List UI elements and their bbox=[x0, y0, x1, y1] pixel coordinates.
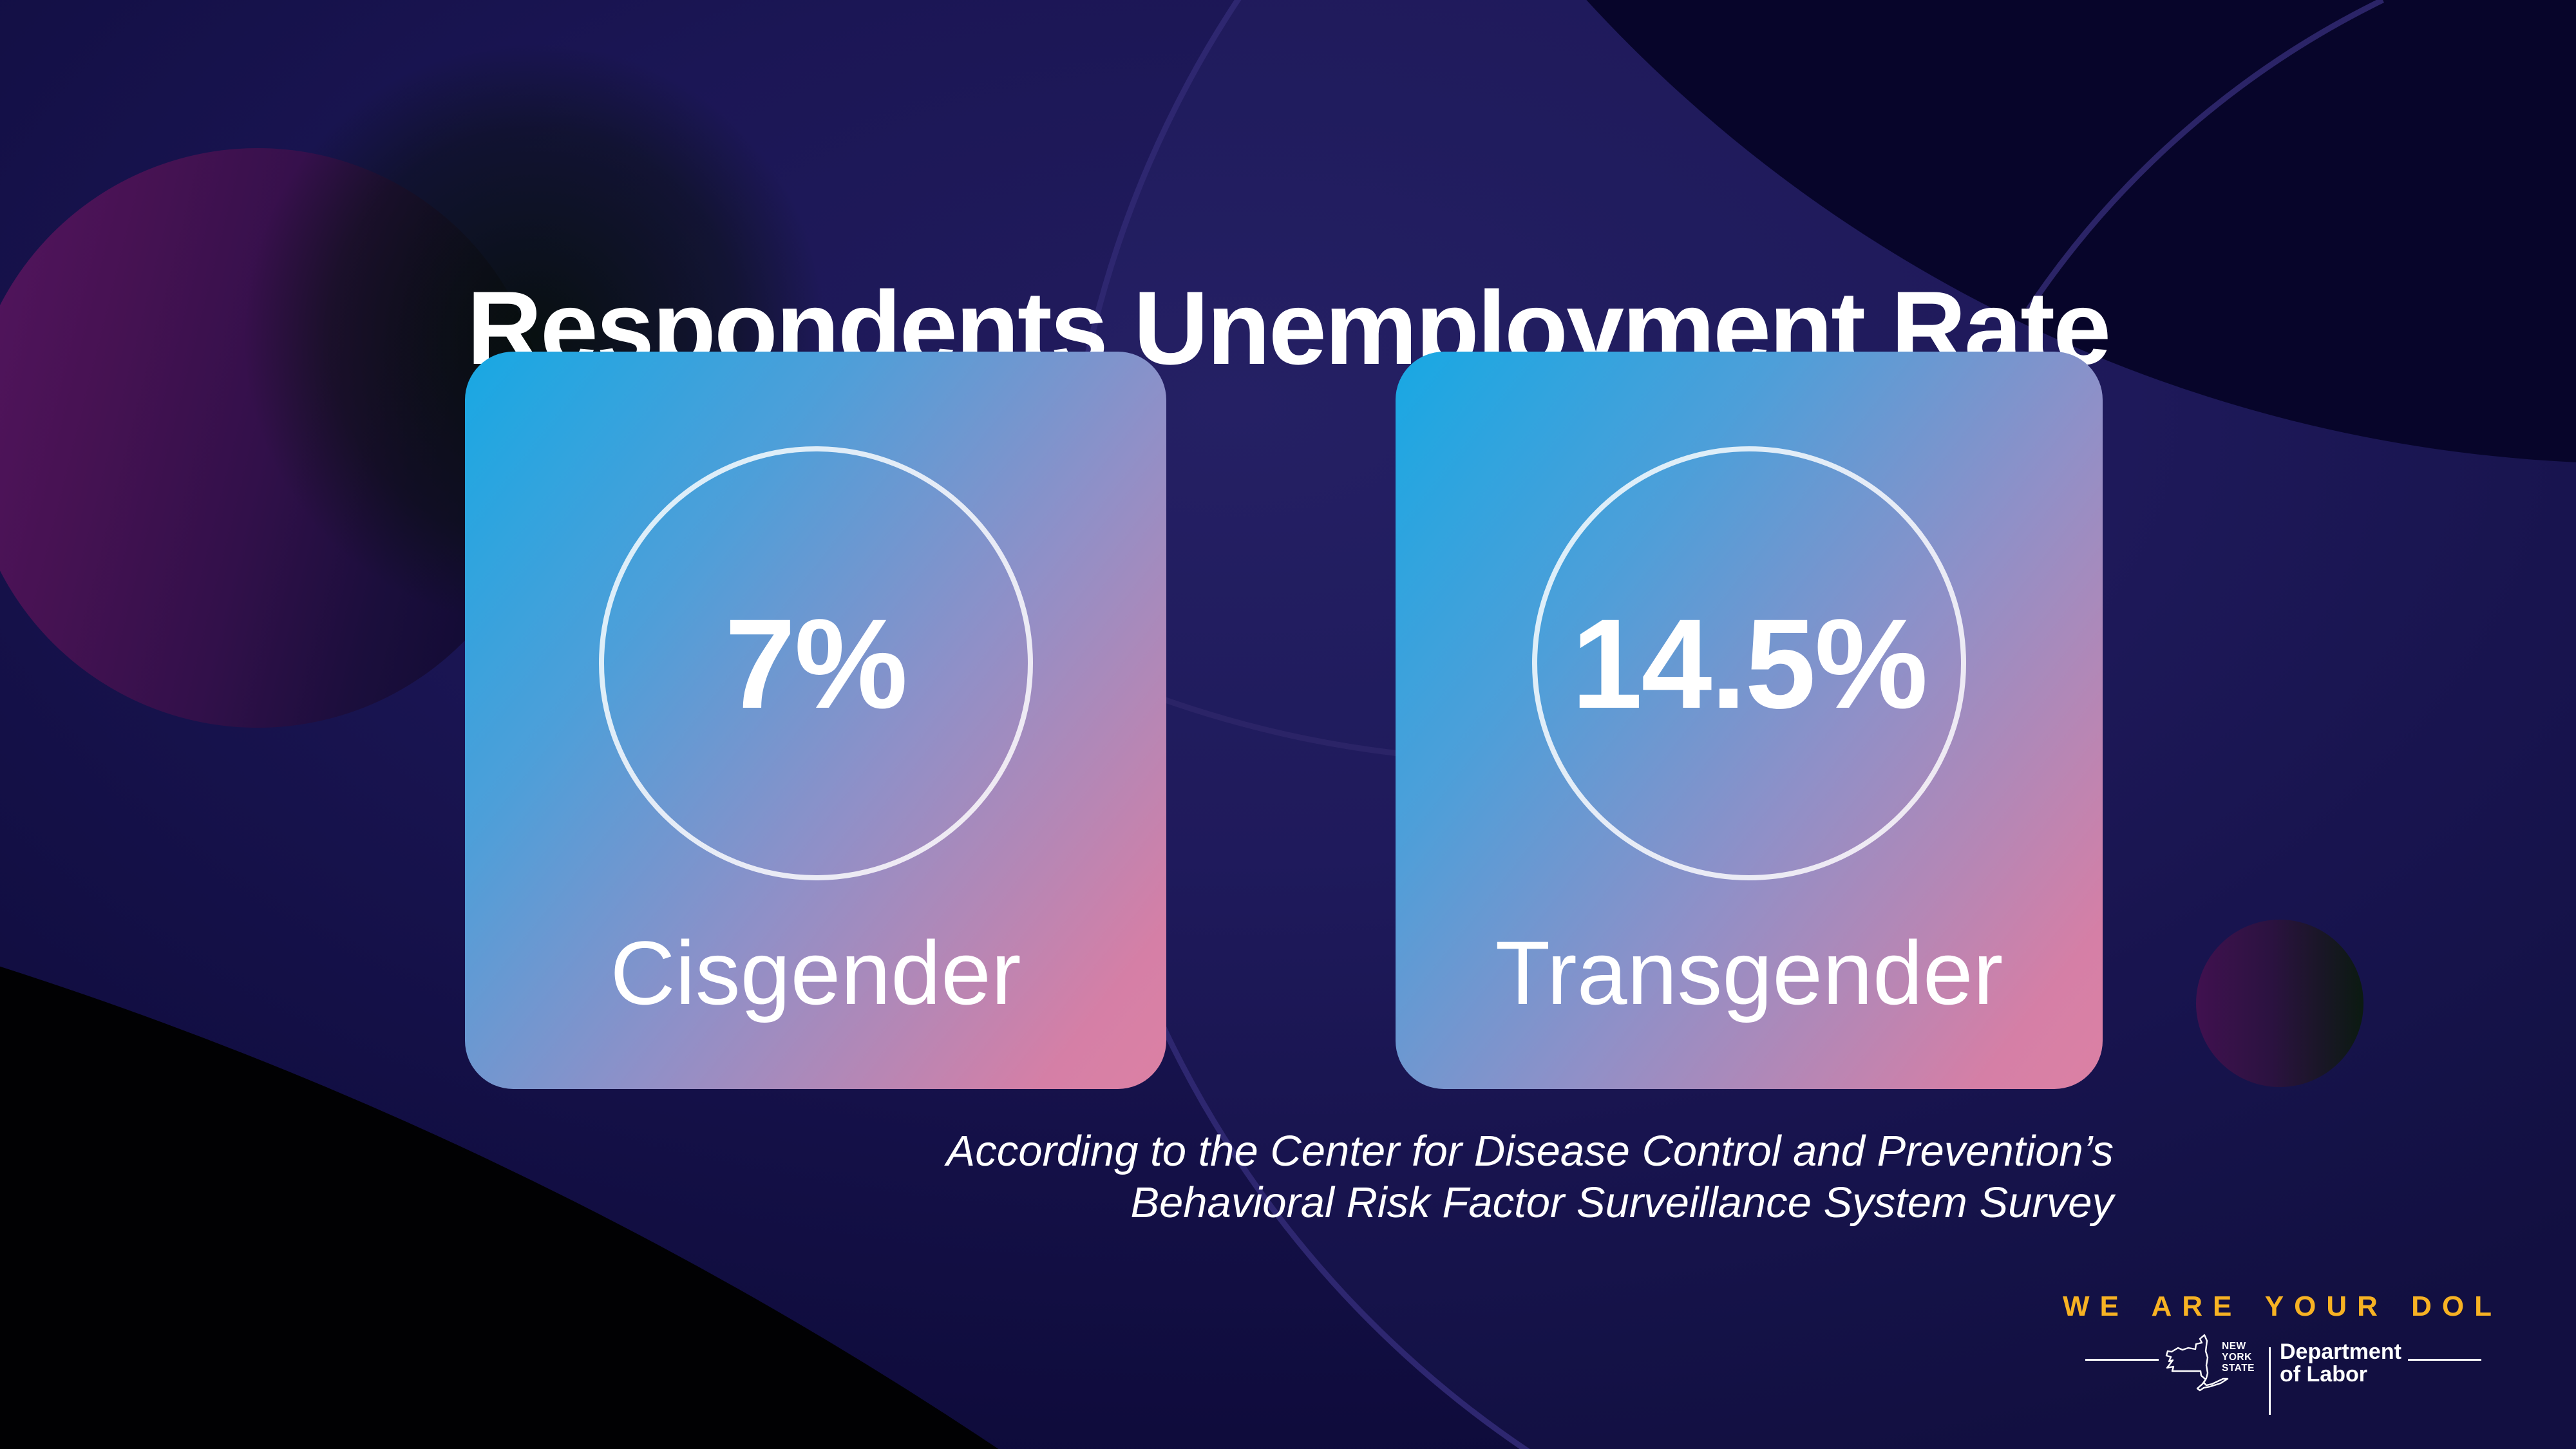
department-name-line2: of Labor bbox=[2280, 1362, 2367, 1387]
stat-value-transgender: 14.5% bbox=[1571, 592, 1927, 735]
decor-arc-top-right bbox=[2026, 0, 2384, 311]
nys-wordmark: NEW YORK STATE bbox=[2222, 1341, 2255, 1374]
footer-tagline: WE ARE YOUR DOL bbox=[2063, 1291, 2503, 1322]
decor-arc-between-cards bbox=[1151, 692, 1411, 758]
decor-small-orb bbox=[2196, 920, 2363, 1087]
department-name: Department of Labor bbox=[2280, 1341, 2401, 1386]
stat-circle-outline: 14.5% bbox=[1532, 446, 1966, 880]
page-title: Respondents Unemployment Rate bbox=[466, 269, 2111, 386]
source-note-line1: According to the Center for Disease Cont… bbox=[946, 1127, 2114, 1175]
decor-black-blob bbox=[0, 967, 996, 1449]
decor-dark-corner-circle bbox=[1587, 0, 2576, 462]
stat-label-transgender: Transgender bbox=[1495, 922, 2003, 1023]
stat-card-cisgender: 7% Cisgender bbox=[465, 352, 1166, 1089]
stat-circle-outline: 7% bbox=[598, 446, 1033, 880]
ny-state-map-icon bbox=[2165, 1334, 2229, 1392]
nys-wordmark-line2: YORK bbox=[2222, 1352, 2252, 1363]
stat-card-transgender: 14.5% Transgender bbox=[1396, 352, 2103, 1089]
nys-wordmark-line1: NEW bbox=[2222, 1341, 2246, 1352]
department-name-line1: Department bbox=[2280, 1340, 2401, 1364]
stat-label-cisgender: Cisgender bbox=[610, 922, 1021, 1023]
stat-value-cisgender: 7% bbox=[724, 592, 907, 735]
source-note-line2: Behavioral Risk Factor Surveillance Syst… bbox=[1130, 1179, 2114, 1227]
logo-left-rule bbox=[2085, 1359, 2159, 1361]
logo-right-rule bbox=[2408, 1359, 2481, 1361]
source-note: According to the Center for Disease Cont… bbox=[947, 1126, 2114, 1229]
nys-wordmark-line3: STATE bbox=[2222, 1363, 2255, 1374]
logo-divider bbox=[2269, 1347, 2271, 1415]
